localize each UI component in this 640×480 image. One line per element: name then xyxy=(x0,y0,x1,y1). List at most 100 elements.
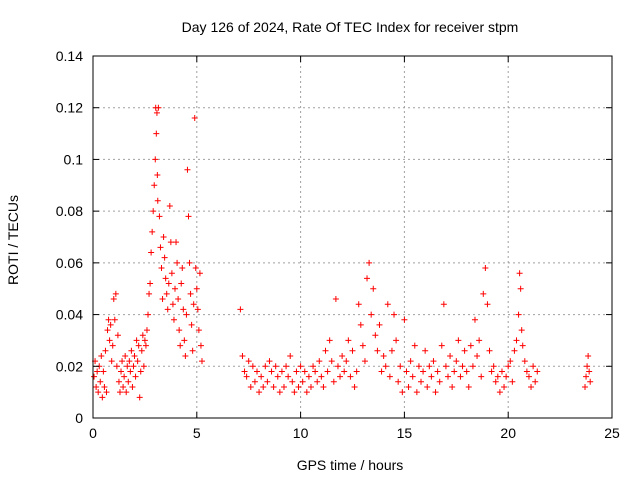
data-point xyxy=(124,363,131,370)
data-point xyxy=(457,373,464,380)
data-point xyxy=(455,337,462,344)
data-point xyxy=(197,342,204,349)
data-point xyxy=(501,383,508,390)
y-tick-label: 0.1 xyxy=(64,151,84,167)
data-point xyxy=(129,383,136,390)
data-point xyxy=(98,352,105,359)
data-point xyxy=(494,373,501,380)
data-point xyxy=(326,337,333,344)
data-point xyxy=(135,342,142,349)
data-point xyxy=(328,358,335,365)
data-point xyxy=(239,352,246,359)
data-point xyxy=(107,321,114,328)
data-point xyxy=(251,378,258,385)
data-point xyxy=(380,352,387,359)
data-point xyxy=(453,358,460,365)
data-point xyxy=(254,368,261,375)
data-point xyxy=(147,280,154,287)
data-point xyxy=(112,290,119,297)
y-axis-label: ROTI / TECUs xyxy=(5,195,21,285)
data-point xyxy=(341,368,348,375)
data-point xyxy=(359,342,366,349)
data-point xyxy=(517,285,524,292)
data-point xyxy=(268,368,275,375)
data-point xyxy=(353,368,360,375)
data-point xyxy=(415,363,422,370)
data-point xyxy=(178,280,185,287)
data-point xyxy=(159,296,166,303)
data-point xyxy=(291,389,298,396)
data-point xyxy=(116,389,123,396)
data-point xyxy=(154,171,161,178)
data-point xyxy=(120,383,127,390)
data-point xyxy=(372,332,379,339)
data-point xyxy=(382,363,389,370)
data-point xyxy=(173,239,180,246)
data-points xyxy=(91,104,594,401)
y-tick-label: 0.02 xyxy=(56,358,83,374)
data-point xyxy=(151,182,158,189)
data-point xyxy=(128,347,135,354)
data-point xyxy=(119,358,126,365)
data-point xyxy=(366,259,373,266)
data-point xyxy=(122,352,129,359)
grid-lines xyxy=(93,56,612,418)
data-point xyxy=(264,378,271,385)
data-point xyxy=(447,352,454,359)
data-point xyxy=(176,327,183,334)
data-point xyxy=(118,368,125,375)
y-tick-label: 0 xyxy=(75,410,83,426)
data-point xyxy=(190,301,197,308)
data-point xyxy=(583,373,590,380)
data-point xyxy=(91,373,98,380)
data-point xyxy=(145,311,152,318)
data-point xyxy=(237,306,244,313)
data-point xyxy=(409,373,416,380)
data-point xyxy=(156,213,163,220)
data-point xyxy=(148,249,155,256)
data-point xyxy=(94,368,101,375)
data-point xyxy=(126,358,133,365)
data-point xyxy=(163,290,170,297)
data-point xyxy=(498,368,505,375)
data-point xyxy=(405,383,412,390)
data-point xyxy=(397,363,404,370)
data-point xyxy=(95,389,102,396)
data-point xyxy=(157,244,164,251)
data-point xyxy=(469,363,476,370)
axis-ticks: 0 5 10 15 20 25 0 0.02 0.04 0.06 0.08 0.1 0.12 0.14 xyxy=(56,48,620,441)
data-point xyxy=(186,259,193,266)
data-point xyxy=(102,347,109,354)
data-point xyxy=(110,296,117,303)
data-point xyxy=(480,290,487,297)
data-point xyxy=(105,316,112,323)
data-point xyxy=(256,389,263,396)
data-point xyxy=(492,378,499,385)
data-point xyxy=(484,301,491,308)
data-point xyxy=(266,358,273,365)
data-point xyxy=(314,378,321,385)
data-point xyxy=(516,270,523,277)
data-point xyxy=(293,368,300,375)
data-point xyxy=(285,373,292,380)
data-point xyxy=(312,368,319,375)
data-point xyxy=(125,378,132,385)
data-point xyxy=(322,347,329,354)
data-point xyxy=(463,368,470,375)
x-tick-label: 15 xyxy=(397,425,413,441)
data-point xyxy=(167,239,174,246)
data-point xyxy=(474,352,481,359)
data-point xyxy=(310,363,317,370)
data-point xyxy=(503,373,510,380)
data-point xyxy=(521,358,528,365)
data-point xyxy=(413,389,420,396)
data-point xyxy=(121,373,128,380)
data-point xyxy=(523,368,530,375)
data-point xyxy=(295,383,302,390)
data-point xyxy=(471,316,478,323)
data-point xyxy=(467,342,474,349)
data-point xyxy=(430,358,437,365)
data-point xyxy=(347,373,354,380)
data-point xyxy=(486,347,493,354)
data-point xyxy=(258,373,265,380)
